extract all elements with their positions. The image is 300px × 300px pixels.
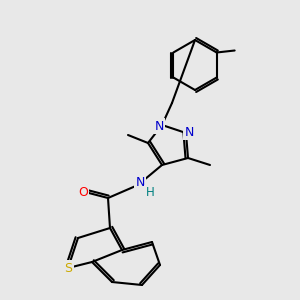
Text: S: S <box>64 262 72 275</box>
Text: N: N <box>135 176 145 190</box>
Text: O: O <box>78 185 88 199</box>
Text: H: H <box>146 187 154 200</box>
Text: N: N <box>154 119 164 133</box>
Text: N: N <box>184 125 194 139</box>
